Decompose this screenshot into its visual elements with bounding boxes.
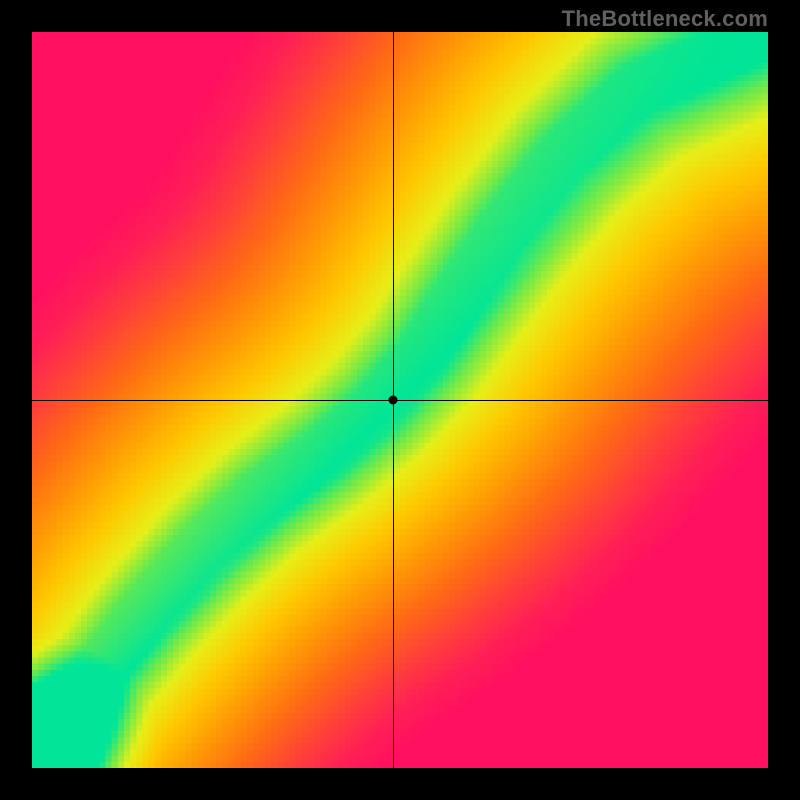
crosshair-horizontal: [32, 400, 768, 401]
watermark-text: TheBottleneck.com: [562, 6, 768, 32]
crosshair-marker: [388, 396, 397, 405]
heatmap-plot: [32, 32, 768, 768]
